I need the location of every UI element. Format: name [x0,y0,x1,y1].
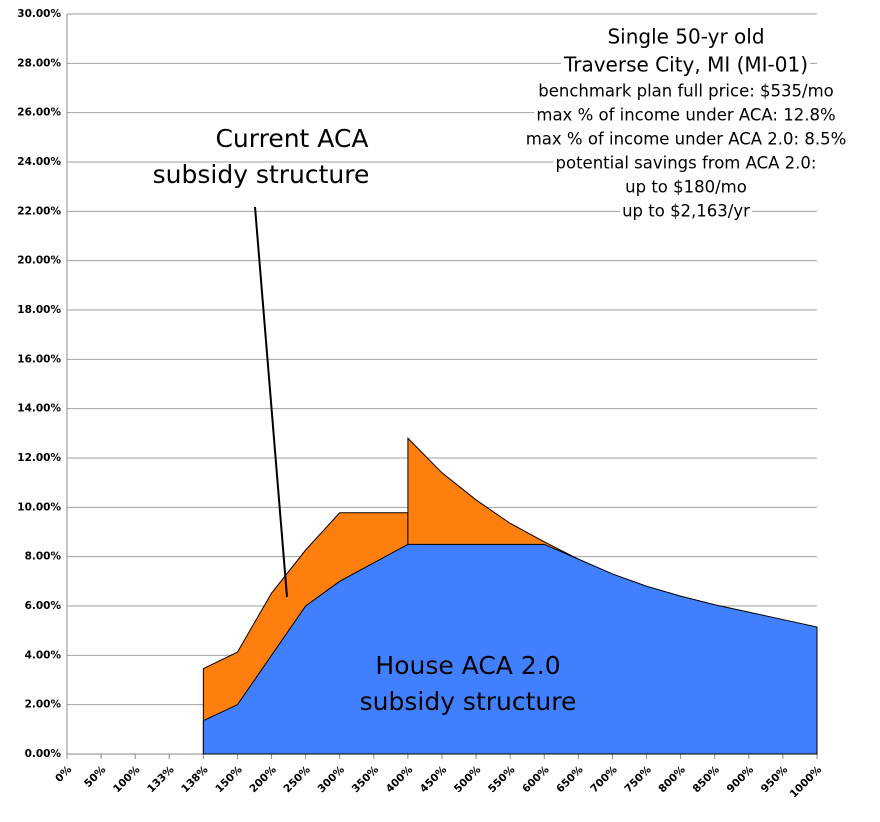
label-bg [523,129,849,149]
x-tick-label: 850% [691,763,723,795]
label-bg [560,52,811,77]
x-tick-label: 500% [452,763,484,795]
x-tick-label: 600% [520,763,552,795]
y-tick-label: 24.00% [17,156,61,168]
y-tick-label: 16.00% [17,353,61,365]
annotation-house: subsidy structure [360,687,577,716]
label-bg [553,153,819,173]
x-tick-label: 550% [486,763,518,795]
x-tick-label: 0% [53,763,74,784]
label-bg [623,177,749,197]
annotation-info: benchmark plan full price: $535/mo [538,82,834,101]
y-tick-label: 8.00% [25,551,62,563]
y-tick-label: 20.00% [17,255,61,267]
annotation-info: up to $2,163/yr [622,202,750,221]
x-tick-label: 1000% [788,763,825,800]
x-tick-label: 700% [588,763,620,795]
y-tick-label: 28.00% [17,57,61,69]
x-tick-label: 133% [145,763,177,795]
label-bg [620,201,753,221]
y-tick-label: 30.00% [17,8,61,20]
x-tick-label: 800% [656,763,688,795]
x-tick-label: 650% [554,763,586,795]
x-tick-label: 950% [759,763,791,795]
x-tick-label: 138% [179,763,211,795]
x-tick-label: 900% [725,763,757,795]
y-tick-label: 22.00% [17,205,61,217]
x-tick-label: 200% [247,763,279,795]
x-tick-label: 450% [418,763,450,795]
annotation-arrow [254,206,288,598]
x-tick-label: 150% [213,763,245,795]
annotation-info: up to $180/mo [625,178,747,197]
y-tick-label: 26.00% [17,107,61,119]
y-tick-label: 2.00% [25,699,62,711]
x-tick-label: 300% [316,763,348,795]
y-tick-label: 12.00% [17,452,61,464]
annotation-info: Traverse City, MI (MI-01) [563,53,808,77]
x-tick-label: 350% [350,763,382,795]
label-bg [605,24,767,49]
annotation-current: subsidy structure [153,160,370,189]
x-tick-label: 250% [281,763,313,795]
y-tick-label: 10.00% [17,501,61,513]
y-tick-label: 0.00% [25,748,62,760]
y-tick-label: 4.00% [25,649,62,661]
annotation-info: max % of income under ACA: 12.8% [536,106,835,125]
annotation-current: Current ACA [215,124,368,153]
x-tick-label: 50% [82,763,109,790]
areas [202,437,818,755]
annotation-house: House ACA 2.0 [375,651,560,680]
y-tick-label: 6.00% [25,600,62,612]
label-bg [534,105,838,125]
x-tick-label: 750% [622,763,654,795]
area [202,543,818,755]
annotation-info: Single 50-yr old [607,25,764,49]
annotation-info: potential savings from ACA 2.0: [556,154,817,173]
annotation-info: max % of income under ACA 2.0: 8.5% [526,130,847,149]
x-tick-label: 100% [111,763,143,795]
y-tick-label: 18.00% [17,304,61,316]
y-tick-label: 14.00% [17,403,61,415]
x-tick-label: 400% [384,763,416,795]
label-bg [536,81,836,101]
